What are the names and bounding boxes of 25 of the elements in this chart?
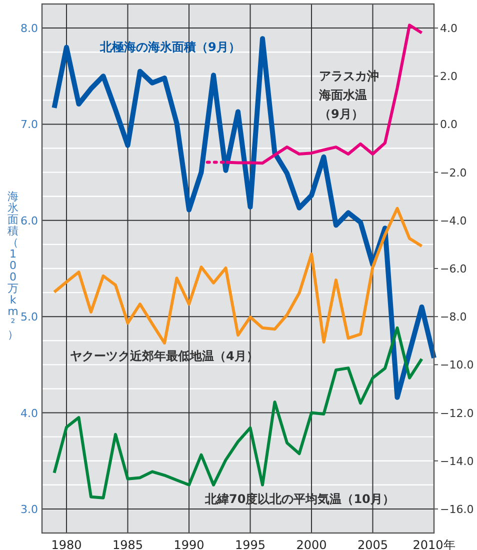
- y2-tick-label: −14.0: [440, 454, 474, 468]
- y-tick-label: 5.0: [20, 310, 38, 324]
- text: 海氷面積（100万km²）: [8, 190, 18, 341]
- y-tick-label: 7.0: [20, 118, 38, 132]
- y2-tick-label: 4.0: [440, 22, 458, 36]
- y2-tick-label: −8.0: [440, 310, 467, 324]
- y2-tick-label: −4.0: [440, 214, 467, 228]
- y2-tick-label: 2.0: [440, 70, 458, 84]
- y2-tick-label: 0.0: [440, 118, 458, 132]
- y-tick-label: 4.0: [20, 406, 38, 420]
- y-tick-label: 3.0: [20, 502, 38, 516]
- y2-tick-label: −10.0: [440, 358, 474, 372]
- x-tick-label: 1985: [112, 538, 144, 550]
- y-tick-label: 6.0: [20, 214, 38, 228]
- x-tick-label: 1990: [174, 538, 204, 550]
- y2-tick-label: −2.0: [440, 166, 467, 180]
- y2-tick-label: −6.0: [440, 262, 467, 276]
- y2-tick-label: −16.0: [440, 502, 474, 516]
- line-series: [52, 206, 424, 345]
- y2-tick-label: −12.0: [440, 406, 474, 420]
- x-tick-label: 1995: [234, 538, 266, 550]
- y-tick-label: 8.0: [20, 22, 38, 36]
- x-tick-label: 2005: [357, 538, 388, 550]
- x-tick-label: 1980: [51, 538, 82, 550]
- x-tick-label: 2000: [296, 538, 327, 550]
